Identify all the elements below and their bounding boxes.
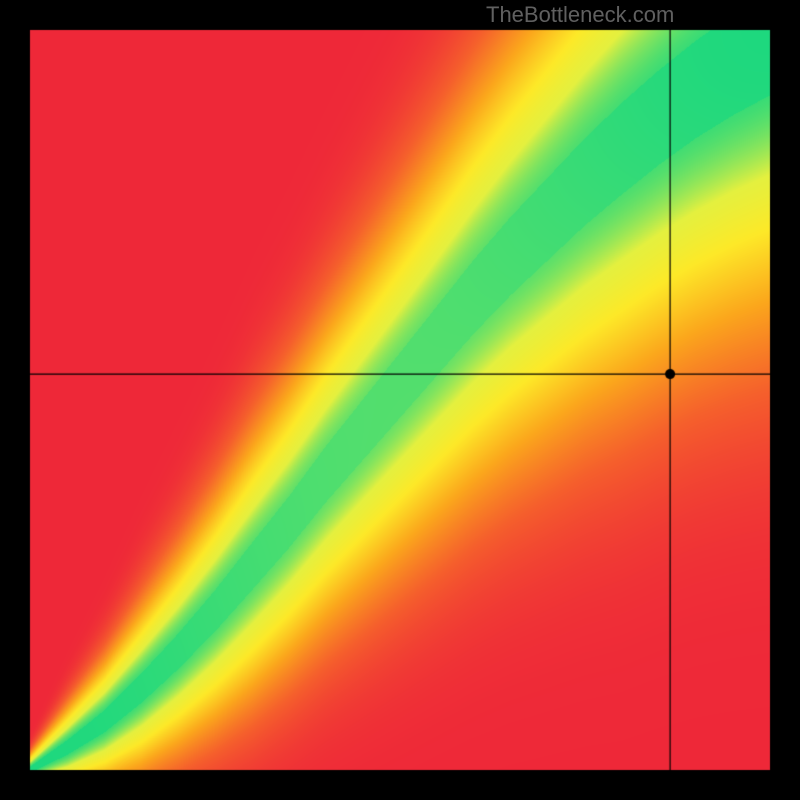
watermark-text: TheBottleneck.com	[486, 2, 674, 28]
bottleneck-heatmap	[0, 0, 800, 800]
